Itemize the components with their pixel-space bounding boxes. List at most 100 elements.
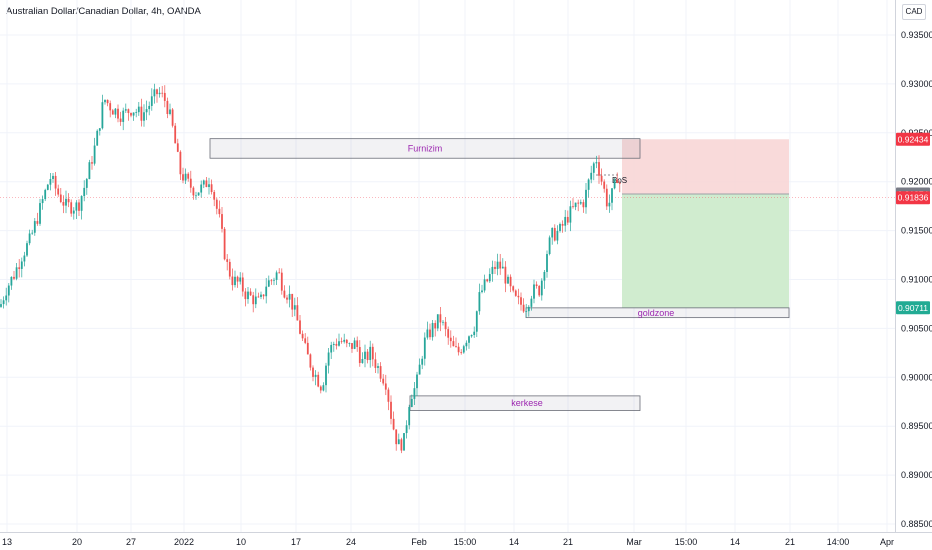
candle-body: [293, 305, 296, 310]
candle-body: [332, 343, 335, 345]
candle-body: [13, 276, 15, 279]
candle-body: [522, 304, 525, 312]
candle-body: [452, 341, 455, 347]
candle-body: [262, 294, 265, 297]
candle-body: [613, 179, 616, 189]
candle-body: [369, 346, 372, 361]
candle-body: [361, 358, 364, 364]
candle-body: [483, 279, 486, 291]
candle-body: [338, 341, 340, 346]
candle-body: [608, 202, 611, 207]
candle-body: [314, 374, 317, 377]
candle-body: [390, 401, 392, 419]
candle-body: [590, 172, 593, 180]
candle-body: [275, 272, 278, 280]
candle-body: [88, 162, 91, 180]
x-tick-label: 27: [126, 537, 136, 547]
candle-body: [234, 276, 236, 286]
x-tick-label: 15:00: [675, 537, 698, 547]
candle-body: [330, 344, 333, 353]
price-badge-text: 0.92434: [898, 134, 929, 144]
candle-body: [145, 109, 148, 113]
candle-body: [280, 272, 283, 291]
candle-body: [148, 105, 151, 110]
x-tick-label: 21: [563, 537, 573, 547]
candle-body: [457, 346, 460, 353]
candle-body: [278, 272, 281, 274]
candle-body: [397, 439, 400, 445]
candle-body: [348, 343, 351, 344]
candle-body: [475, 311, 478, 332]
candle-body: [184, 173, 187, 181]
candle-body: [106, 99, 109, 104]
candle-body: [72, 210, 75, 214]
candle-body: [405, 425, 408, 434]
candle-body: [592, 163, 595, 173]
y-axis-labels: 0.935000.930000.925000.920000.915000.910…: [901, 30, 932, 529]
candle-body: [317, 374, 320, 387]
candle-body: [535, 284, 538, 286]
candle-body: [15, 267, 18, 279]
candle-body: [44, 189, 47, 200]
x-tick-label: 10: [236, 537, 246, 547]
candle-body: [213, 192, 216, 200]
candle-body: [166, 100, 169, 114]
candle-body: [431, 323, 434, 338]
zone-label: goldzone: [638, 308, 675, 318]
x-tick-label: 14: [509, 537, 519, 547]
candle-body: [611, 188, 613, 203]
candle-body: [410, 398, 413, 407]
x-axis-labels: 13 20 27 2022 10 17 24 Feb 15:00 14 21 Mar 15:00 14 21…: [2, 537, 894, 547]
candle-body: [473, 331, 476, 336]
candle-body: [249, 291, 252, 296]
candle-body: [59, 194, 62, 203]
candle-body: [343, 339, 346, 342]
candle-body: [252, 295, 255, 305]
candle-body: [85, 179, 88, 188]
candle-body: [400, 439, 403, 451]
candle-body: [447, 329, 450, 338]
candle-body: [566, 216, 569, 223]
candle-body: [124, 109, 127, 111]
candle-body: [418, 364, 421, 375]
candle-body: [587, 179, 590, 190]
y-tick-label: 0.89500: [901, 421, 932, 431]
candle-body: [345, 339, 348, 344]
candle-body: [226, 259, 229, 262]
price-badge-last-price: [896, 191, 930, 205]
candle-body: [83, 187, 86, 197]
candle-body: [530, 298, 533, 307]
candle-body: [538, 285, 541, 296]
candle-body: [254, 296, 257, 305]
axes: [0, 0, 932, 533]
candle-body: [36, 221, 39, 224]
candle-body: [28, 233, 31, 244]
x-tick-label: 2022: [174, 537, 194, 547]
candle-body: [478, 292, 481, 312]
candle-body: [358, 347, 361, 364]
candle-body: [371, 346, 374, 360]
candle-body: [91, 162, 93, 164]
candle-body: [231, 276, 234, 286]
candle-body: [501, 266, 504, 269]
candle-body: [247, 291, 249, 300]
candle-body: [421, 358, 424, 365]
candle-body: [460, 352, 463, 354]
candle-body: [512, 286, 515, 291]
risk-zone: [622, 139, 789, 195]
candle-body: [561, 224, 564, 226]
candle-body: [31, 232, 34, 234]
candle-body: [117, 108, 119, 119]
candle-body: [384, 383, 387, 390]
currency-button[interactable]: CAD: [902, 4, 926, 20]
candle-body: [436, 314, 439, 329]
candle-body: [158, 92, 161, 95]
drawing-layer: FurnizimgoldzonekerkeseBoS: [0, 138, 895, 411]
candle-body: [23, 255, 26, 262]
price-badge-text: 0.91836: [898, 193, 929, 203]
candle-body: [618, 183, 621, 184]
candle-body: [470, 335, 473, 337]
y-tick-label: 0.92000: [901, 177, 932, 187]
candle-body: [208, 184, 210, 188]
